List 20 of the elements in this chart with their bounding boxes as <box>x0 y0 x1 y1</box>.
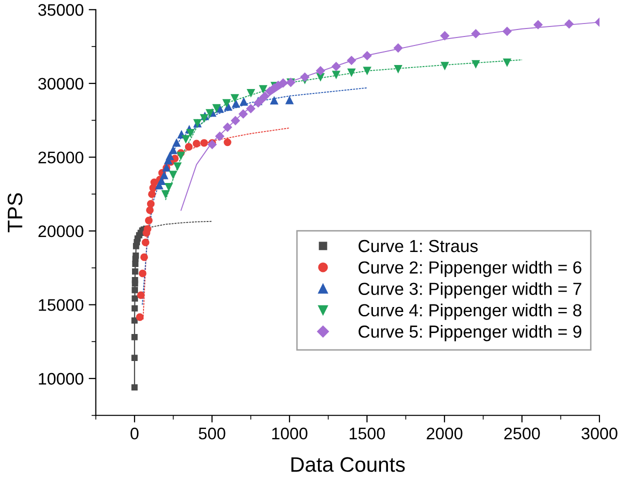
x-tick-label: 2500 <box>504 428 540 440</box>
legend-label: Curve 2: Pippenger width = 6 <box>358 260 582 278</box>
x-tick-label: 3000 <box>582 428 618 440</box>
y-tick-label: 30000 <box>38 78 84 90</box>
x-tick-label: 1500 <box>350 428 385 440</box>
x-tick-label: 500 <box>198 428 226 440</box>
y-axis-title: TPS <box>8 193 22 232</box>
y-tick-label: 35000 <box>38 4 84 16</box>
x-tick-label: 0 <box>130 428 139 440</box>
x-axis-title: Data Counts <box>291 457 405 472</box>
y-tick-label: 25000 <box>38 152 84 164</box>
y-tick-label: 10000 <box>38 372 84 385</box>
x-tick-label: 1000 <box>272 428 308 440</box>
y-tick-label: 20000 <box>38 225 84 238</box>
legend-label: Curve 4: Pippenger width = 8 <box>358 304 582 320</box>
x-tick-label: 2000 <box>426 428 462 440</box>
y-tick-label: 15000 <box>38 299 84 311</box>
legend-label: Curve 3: Pippenger width = 7 <box>358 282 582 298</box>
legend-label: Curve 1: Straus <box>358 240 478 252</box>
legend-label: Curve 5: Pippenger width = 9 <box>358 325 582 342</box>
